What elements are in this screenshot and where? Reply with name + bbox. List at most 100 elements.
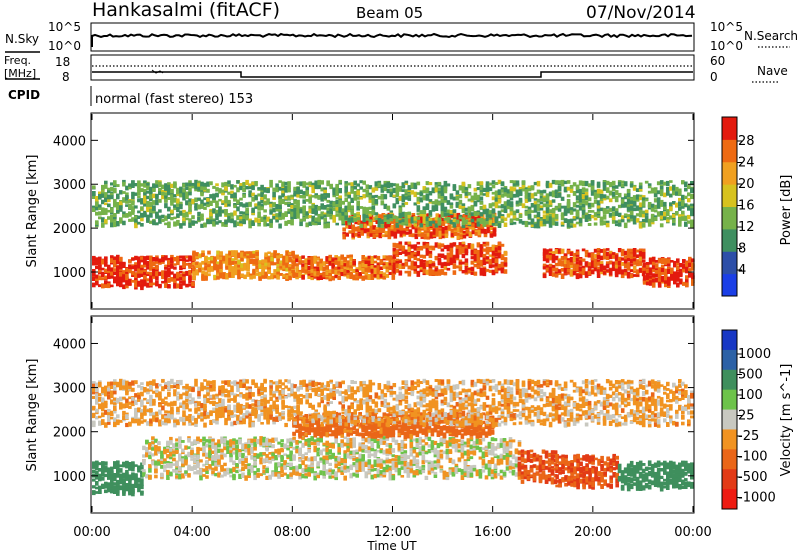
heatmap-cell: [125, 284, 129, 289]
heatmap-cell: [104, 468, 108, 472]
heatmap-cell: [392, 215, 397, 220]
heatmap-cell: [116, 484, 120, 488]
heatmap-cell: [311, 187, 315, 194]
heatmap-cell: [398, 264, 403, 270]
heatmap-cell: [494, 182, 499, 185]
heatmap-cell: [374, 217, 379, 221]
heatmap-cell: [593, 254, 598, 258]
heatmap-cell: [447, 224, 452, 230]
heatmap-cell: [104, 208, 108, 211]
heatmap-cell: [260, 206, 264, 211]
heatmap-cell: [317, 217, 321, 223]
heatmap-cell: [182, 217, 186, 221]
heatmap-cell: [311, 209, 315, 214]
heatmap-cell: [296, 199, 300, 205]
heatmap-cell: [443, 255, 448, 260]
heatmap-cell: [560, 273, 565, 279]
heatmap-cell: [413, 252, 418, 258]
heatmap-cell: [356, 183, 360, 187]
heatmap-cell: [365, 210, 370, 215]
heatmap-cell: [317, 185, 321, 190]
heatmap-cell: [248, 190, 252, 196]
heatmap-cell: [672, 219, 676, 223]
heatmap-cell: [536, 219, 541, 224]
heatmap-cell: [164, 276, 168, 282]
heatmap-cell: [128, 183, 132, 187]
heatmap-cell: [194, 220, 198, 224]
heatmap-cell: [317, 213, 321, 220]
heatmap-cell: [486, 230, 491, 234]
heatmap-cell: [554, 189, 559, 195]
heatmap-cell: [644, 180, 649, 184]
heatmap-cell: [228, 262, 232, 266]
heatmap-cell: [491, 250, 496, 256]
heatmap-cell: [125, 213, 129, 218]
heatmap-cell: [152, 257, 156, 262]
heatmap-cell: [548, 253, 553, 256]
heatmap-cell: [340, 254, 344, 260]
heatmap-cell: [548, 263, 553, 269]
heatmap-cell: [119, 256, 123, 262]
heatmap-cell: [179, 281, 183, 284]
heatmap-cell: [648, 267, 653, 272]
heatmap-cell: [635, 218, 640, 223]
heatmap-cell: [122, 181, 126, 187]
heatmap-cell: [158, 198, 162, 203]
heatmap-cell: [228, 255, 232, 259]
heatmap-cell: [647, 219, 652, 222]
heatmap-cell: [155, 184, 159, 188]
heatmap-cell: [645, 281, 650, 286]
heatmap-cell: [349, 254, 353, 258]
heatmap-cell: [491, 191, 496, 195]
heatmap-cell: [635, 249, 640, 253]
heatmap-cell: [355, 272, 359, 277]
heatmap-cell: [158, 284, 162, 288]
heatmap-cell: [122, 214, 126, 218]
heatmap-cell: [635, 254, 640, 258]
heatmap-cell: [651, 267, 656, 273]
heatmap-cell: [663, 211, 667, 217]
heatmap-cell: [116, 193, 120, 198]
heatmap-cell: [131, 210, 135, 215]
heatmap-cell: [385, 256, 390, 261]
heatmap-cell: [281, 198, 285, 204]
heatmap-cell: [584, 214, 589, 219]
heatmap-cell: [276, 275, 280, 280]
heatmap-cell: [488, 210, 493, 215]
heatmap-cell: [95, 476, 99, 480]
heatmap-cell: [293, 188, 297, 194]
heatmap-cell: [278, 206, 282, 212]
heatmap-cell: [110, 216, 114, 221]
heatmap-cell: [101, 211, 105, 215]
heatmap-cell: [581, 209, 586, 213]
heatmap-cell: [110, 489, 114, 494]
heatmap-cell: [512, 193, 517, 198]
heatmap-cell: [687, 197, 691, 203]
heatmap-cell: [272, 191, 276, 198]
heatmap-cell: [146, 273, 150, 276]
heatmap-cell: [416, 181, 421, 186]
heatmap-cell: [269, 182, 273, 188]
power-ylabel: Slant Range [km]: [25, 155, 40, 268]
heatmap-cell: [377, 182, 382, 188]
heatmap-cell: [128, 264, 132, 270]
heatmap-cell: [500, 214, 505, 218]
heatmap-cell: [569, 258, 574, 263]
heatmap-cell: [545, 258, 550, 263]
heatmap-cell: [92, 276, 96, 281]
heatmap-cell: [230, 218, 234, 224]
heatmap-cell: [350, 208, 354, 212]
heatmap-cell: [590, 191, 595, 196]
heatmap-cell: [209, 211, 213, 217]
heatmap-cell: [246, 266, 250, 272]
heatmap-cell: [137, 465, 141, 470]
summary-right-tick-bottom: 10^0: [710, 39, 743, 53]
heatmap-cell: [605, 248, 610, 251]
heatmap-cell: [236, 199, 240, 205]
heatmap-cell: [122, 284, 126, 290]
heatmap-cell: [260, 192, 264, 197]
heatmap-cell: [632, 207, 637, 212]
heatmap-cell: [503, 217, 508, 222]
heatmap-cell: [416, 271, 421, 277]
heatmap-cell: [539, 195, 544, 200]
